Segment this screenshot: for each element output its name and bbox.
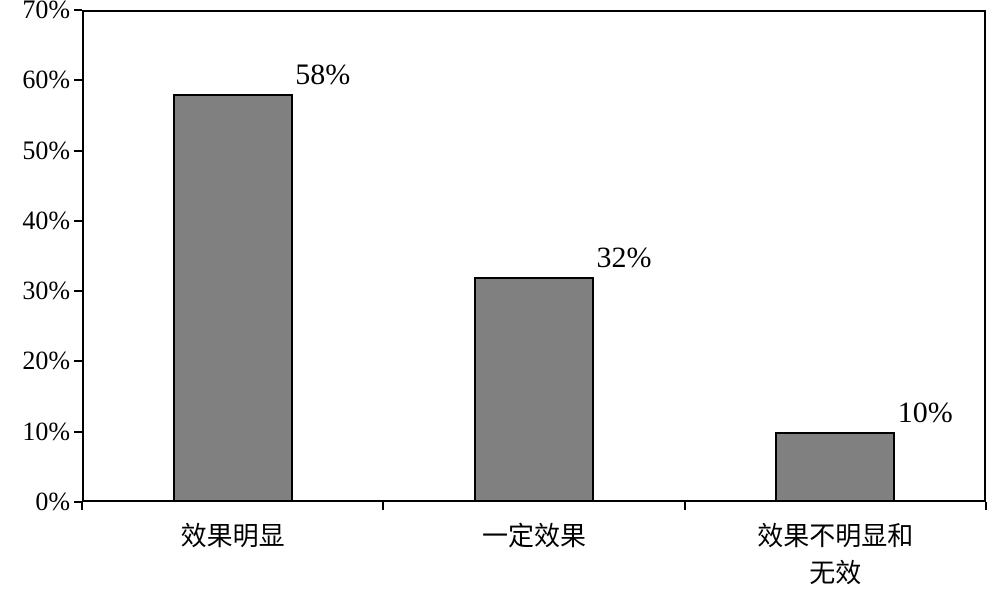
x-axis-category-label: 一定效果 [482, 516, 586, 553]
y-axis-tick-label: 50% [22, 136, 70, 166]
y-axis-tick-mark [74, 360, 82, 362]
y-axis-tick-label: 60% [22, 65, 70, 95]
x-axis-category-label: 效果不明显和无效 [753, 516, 918, 590]
y-axis-tick-label: 20% [22, 346, 70, 376]
y-axis-tick-label: 70% [22, 0, 70, 25]
x-axis-category-label: 效果明显 [181, 516, 285, 553]
y-axis-tick-mark [74, 79, 82, 81]
y-axis-tick-mark [74, 431, 82, 433]
y-axis-tick-label: 30% [22, 276, 70, 306]
bar-value-label: 10% [898, 396, 953, 430]
x-axis-tick-mark [684, 502, 686, 510]
bar [474, 277, 594, 502]
y-axis-tick-label: 10% [22, 417, 70, 447]
x-axis-tick-mark [81, 502, 83, 510]
y-axis-tick-mark [74, 220, 82, 222]
bar-value-label: 58% [295, 58, 350, 92]
y-axis-tick-mark [74, 9, 82, 11]
y-axis-tick-mark [74, 290, 82, 292]
bar-value-label: 32% [597, 241, 652, 275]
y-axis-tick-mark [74, 150, 82, 152]
bar [775, 432, 895, 502]
bar [173, 94, 293, 502]
bar-chart: 0%10%20%30%40%50%60%70%效果明显一定效果效果不明显和无效5… [0, 0, 1000, 559]
x-axis-tick-mark [382, 502, 384, 510]
y-axis-tick-label: 40% [22, 206, 70, 236]
y-axis-tick-label: 0% [35, 487, 70, 517]
x-axis-tick-mark [985, 502, 987, 510]
